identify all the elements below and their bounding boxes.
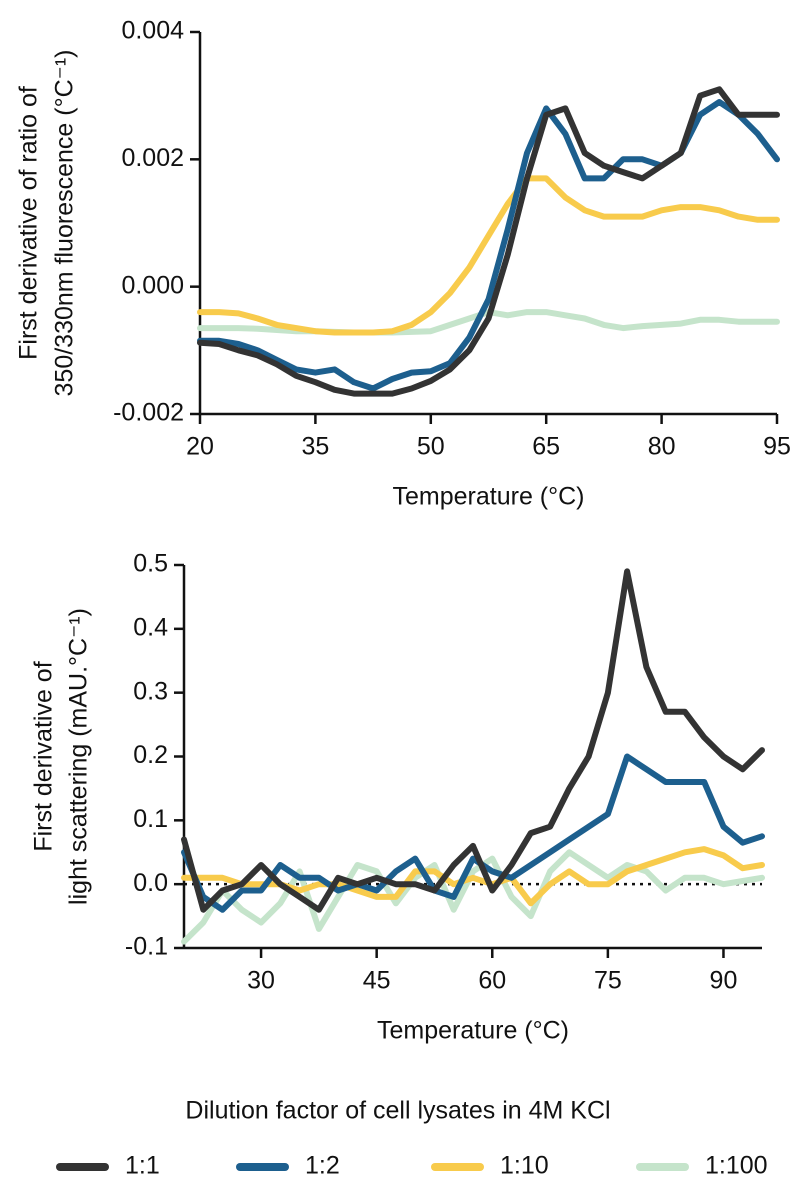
y-axis-title: First derivative of ratio of [15,86,43,360]
y-axis-title: First derivative of [30,661,58,851]
x-axis-title: Temperature (°C) [393,483,585,511]
series-line [197,99,780,392]
y-tick-label: 0.004 [121,17,184,45]
x-tick-label: 35 [301,433,329,461]
series-line [197,175,780,336]
y-tick-label: -0.1 [125,933,168,961]
series-line [181,753,765,913]
y-tick-label: 0.0 [133,869,168,897]
y-axis-title: light scattering (mAU.°C⁻¹) [65,608,93,905]
x-tick-label: 75 [594,967,622,995]
legend-label: 1:2 [305,1152,340,1180]
y-tick-label: 0.002 [121,144,184,172]
x-tick-label: 20 [186,433,214,461]
y-axis-title: 350/330nm fluorescence (°C⁻¹) [51,50,79,397]
series-line [197,86,780,397]
y-tick-label: 0.5 [133,550,168,578]
x-tick-label: 45 [363,967,391,995]
x-tick-label: 95 [763,433,791,461]
series-line [181,568,765,913]
x-tick-label: 65 [532,433,560,461]
y-tick-label: 0.3 [133,677,168,705]
y-tick-label: -0.002 [113,399,184,427]
x-tick-label: 90 [710,967,738,995]
x-tick-label: 60 [478,967,506,995]
legend-label: 1:1 [125,1152,160,1180]
x-axis-title: Temperature (°C) [377,1017,569,1045]
x-tick-label: 80 [648,433,676,461]
legend-title: Dilution factor of cell lysates in 4M KC… [185,1097,610,1125]
y-tick-label: 0.1 [133,805,168,833]
legend-label: 1:100 [705,1152,768,1180]
y-tick-label: 0.000 [121,271,184,299]
x-tick-label: 50 [417,433,445,461]
x-tick-label: 30 [247,967,275,995]
y-tick-label: 0.2 [133,741,168,769]
series-line [181,849,765,945]
y-tick-label: 0.4 [133,613,168,641]
legend-label: 1:10 [500,1152,549,1180]
